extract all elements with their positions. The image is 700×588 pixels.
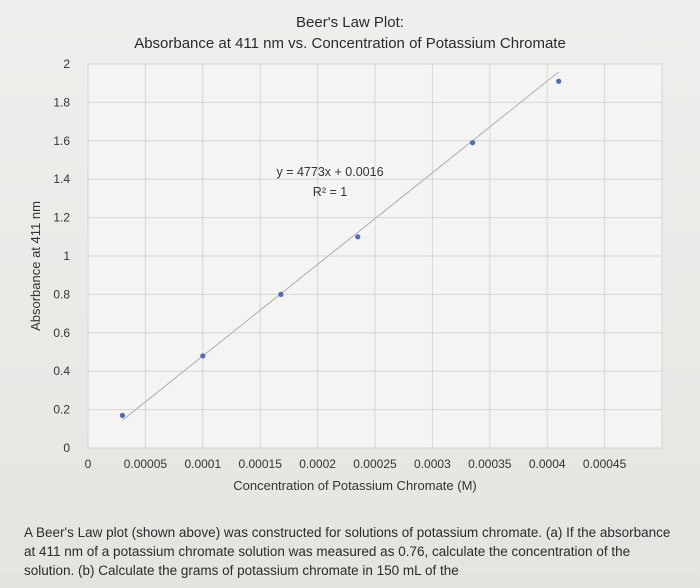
x-tick-label: 0.0003	[414, 457, 451, 471]
x-tick-label: 0.00025	[353, 457, 397, 471]
y-tick-label: 1.6	[53, 134, 70, 148]
x-tick-label: 0.0002	[299, 457, 336, 471]
beer-law-chart: Beer's Law Plot: Absorbance at 411 nm vs…	[28, 14, 663, 493]
y-tick-label: 1	[63, 249, 70, 263]
y-tick-label: 0.8	[53, 287, 70, 301]
x-tick-label: 0.00015	[239, 457, 283, 471]
y-tick-label: 1.2	[53, 211, 70, 225]
x-tick-label: 0.00045	[583, 457, 627, 471]
y-tick-label: 0.4	[53, 364, 70, 378]
data-point	[556, 78, 562, 84]
data-point	[469, 140, 476, 146]
chart-plot: 0 0.00005 0.0001 0.00015 0.0002 0.00025 0.0003…	[28, 57, 663, 493]
y-tick-label: 0.6	[53, 326, 70, 340]
data-point	[278, 291, 284, 297]
r-squared-label: R² = 1	[313, 185, 347, 199]
y-tick-label: 1.4	[53, 172, 70, 186]
x-tick-label: 0	[85, 457, 92, 471]
trendline-equation: y = 4773x + 0.0016	[276, 165, 383, 179]
x-tick-label: 0.00035	[468, 457, 512, 471]
chart-subtitle: Absorbance at 411 nm vs. Concentration o…	[134, 35, 566, 52]
data-point	[355, 234, 361, 240]
y-tick-label: 0	[63, 441, 70, 455]
y-tick-label: 0.2	[53, 403, 70, 417]
problem-text: A Beer's Law plot (shown above) was cons…	[24, 525, 671, 578]
chart-title: Beer's Law Plot:	[296, 14, 404, 31]
trendline	[122, 71, 560, 421]
x-tick-label: 0.00005	[124, 457, 168, 471]
x-tick-label: 0.0001	[184, 457, 221, 471]
data-point	[119, 412, 126, 418]
y-tick-label: 2	[63, 57, 70, 71]
data-point	[200, 353, 206, 359]
y-tick-label: 1.8	[53, 95, 70, 109]
x-tick-label: 0.0004	[529, 457, 566, 471]
x-axis-label: Concentration of Potassium Chromate (M)	[233, 478, 476, 493]
y-axis-label: Absorbance at 411 nm	[28, 201, 43, 331]
